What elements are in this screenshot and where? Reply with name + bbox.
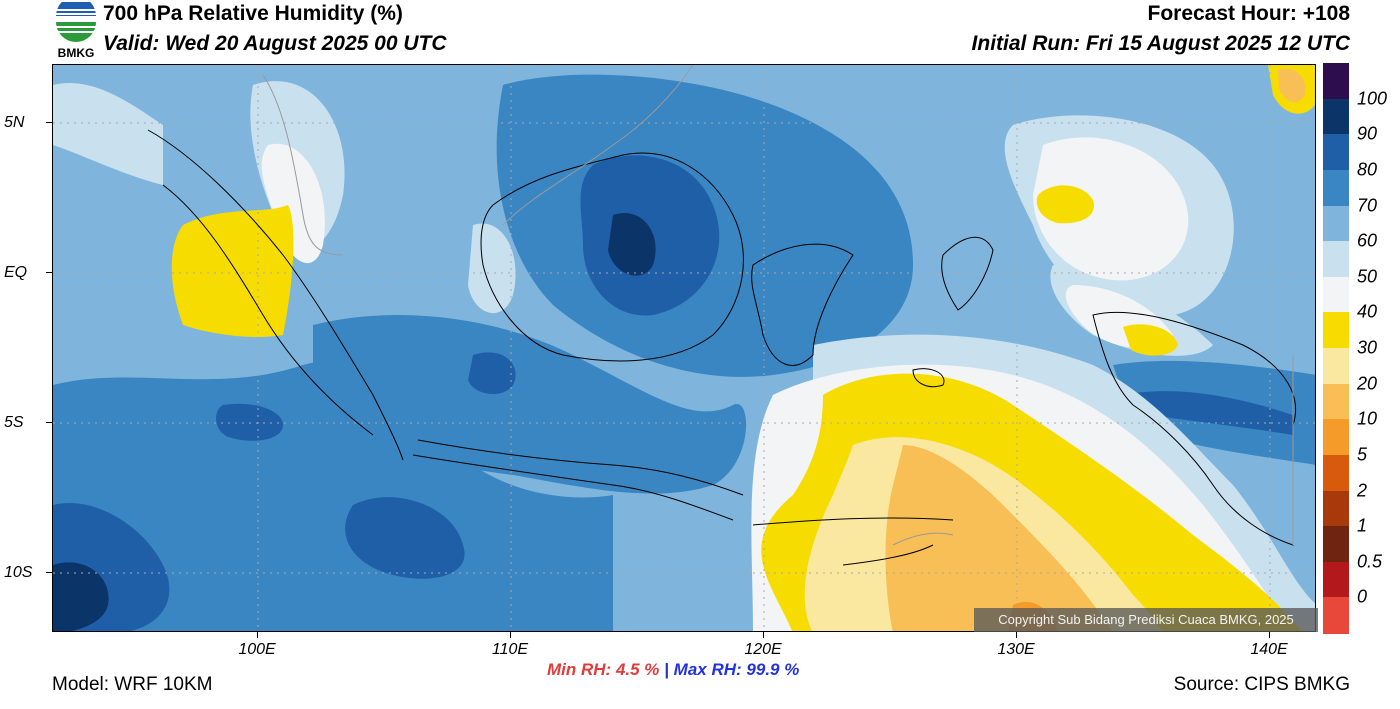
stats-separator: | [664, 660, 669, 679]
colorbar-segment [1323, 169, 1349, 206]
lon-label-130e: 130E [997, 641, 1035, 658]
lat-label-5s: 5S [4, 414, 24, 431]
colorbar-segment [1323, 454, 1349, 491]
colorbar-label: 0 [1357, 586, 1368, 607]
colorbar-label: 0.5 [1357, 551, 1383, 572]
lat-tick [46, 122, 52, 123]
colorbar-label: 2 [1357, 480, 1368, 500]
colorbar [1323, 63, 1349, 634]
lat-label-eq: EQ [4, 264, 28, 281]
lon-label-140e: 140E [1250, 641, 1288, 658]
source-label: Source: CIPS BMKG [1173, 674, 1350, 695]
max-rh-value: 99.9 % [746, 660, 800, 679]
rh-stats: Min RH: 4.5 % | Max RH: 99.9 % [547, 660, 799, 680]
lat-label-5n: 5N [4, 114, 25, 131]
colorbar-label: 5 [1357, 444, 1368, 465]
min-rh-label: Min RH: [547, 660, 612, 679]
lon-tick [763, 632, 764, 638]
colorbar-segment [1323, 205, 1349, 242]
colorbar-segment [1323, 383, 1349, 420]
initial-run: Initial Run: Fri 15 August 2025 12 UTC [971, 32, 1350, 55]
lat-tick [46, 272, 52, 273]
lat-tick [46, 422, 52, 423]
lon-label-100e: 100E [238, 641, 276, 658]
colorbar-segment [1323, 276, 1349, 313]
colorbar-label: 1 [1357, 515, 1368, 536]
lat-label-10s: 10S [4, 564, 33, 581]
lon-tick [1269, 632, 1270, 638]
colorbar-label: 30 [1357, 337, 1378, 358]
colorbar-label: 100 [1357, 88, 1388, 109]
colorbar-label: 50 [1357, 266, 1378, 287]
colorbar-label: 90 [1357, 123, 1378, 144]
max-rh-label: Max RH: [673, 660, 742, 679]
lon-tick [1016, 632, 1017, 638]
colorbar-label: 80 [1357, 159, 1378, 180]
colorbar-segment [1323, 419, 1349, 456]
min-rh-value: 4.5 % [615, 660, 660, 679]
model-label: Model: WRF 10KM [52, 674, 213, 695]
humidity-map [52, 64, 1316, 632]
colorbar-segment [1323, 241, 1349, 278]
colorbar-segment [1323, 597, 1349, 634]
colorbar-segment [1323, 312, 1349, 349]
lon-label-110e: 110E [491, 641, 529, 658]
colorbar-label: 40 [1357, 301, 1378, 322]
lat-tick [46, 572, 52, 573]
colorbar-segment [1323, 526, 1349, 563]
colorbar-segment [1323, 561, 1349, 598]
colorbar-label: 20 [1357, 373, 1378, 394]
colorbar-segment [1323, 490, 1349, 527]
colorbar-segment [1323, 63, 1349, 100]
colorbar-segment [1323, 348, 1349, 385]
copyright-notice: Copyright Sub Bidang Prediksi Cuaca BMKG… [974, 608, 1318, 632]
forecast-hour: Forecast Hour: +108 [1147, 2, 1351, 25]
lon-tick [257, 632, 258, 638]
colorbar-label: 10 [1357, 408, 1378, 429]
colorbar-label: 70 [1357, 195, 1378, 215]
lon-tick [510, 632, 511, 638]
map-title: 700 hPa Relative Humidity (%) [103, 2, 403, 25]
colorbar-segment [1323, 134, 1349, 171]
lon-label-120e: 120E [744, 641, 782, 658]
svg-text:BMKG: BMKG [58, 46, 95, 60]
colorbar-label: 60 [1357, 230, 1378, 251]
bmkg-logo: BMKG [56, 2, 96, 60]
colorbar-segment [1323, 98, 1349, 135]
valid-time: Valid: Wed 20 August 2025 00 UTC [103, 32, 447, 55]
